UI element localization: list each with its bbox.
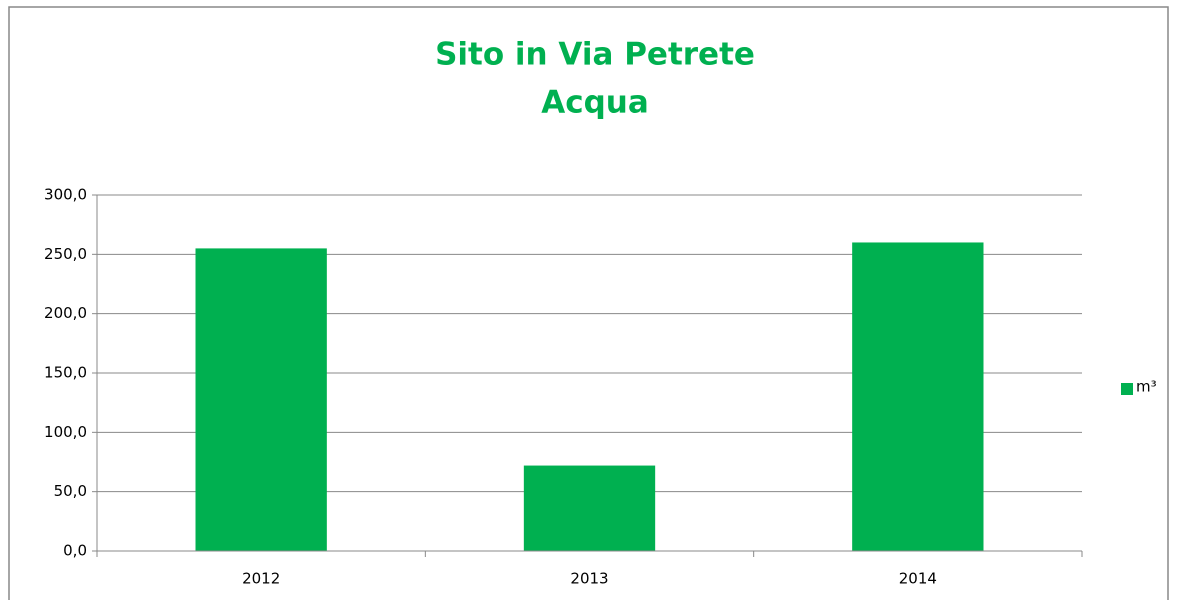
legend-swatch xyxy=(1121,383,1133,395)
chart-title: Sito in Via Petrete xyxy=(435,37,755,73)
y-tick-label: 250,0 xyxy=(44,245,87,263)
legend-label: m³ xyxy=(1136,378,1157,396)
bar xyxy=(852,242,984,551)
y-tick-label: 50,0 xyxy=(54,482,87,500)
y-tick-label: 0,0 xyxy=(63,542,87,560)
y-tick-label: 100,0 xyxy=(44,423,87,441)
x-tick-label: 2014 xyxy=(899,570,937,588)
x-tick-label: 2013 xyxy=(570,570,608,588)
chart-title: Acqua xyxy=(541,85,649,121)
bar xyxy=(523,465,656,551)
y-tick-label: 150,0 xyxy=(44,364,87,382)
x-tick-label: 2012 xyxy=(242,570,280,588)
bar xyxy=(195,248,327,551)
y-tick-label: 200,0 xyxy=(44,304,87,322)
chart-frame xyxy=(8,6,1169,600)
y-tick-label: 300,0 xyxy=(44,186,87,204)
